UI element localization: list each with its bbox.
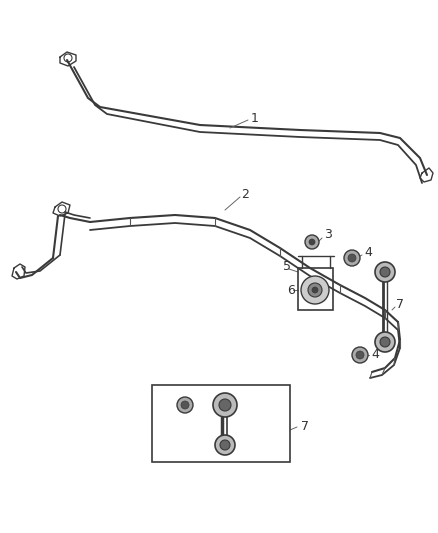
Text: 7: 7 bbox=[396, 298, 404, 311]
Circle shape bbox=[308, 283, 322, 297]
Text: 4: 4 bbox=[364, 246, 372, 260]
Bar bbox=[298, 268, 333, 310]
Circle shape bbox=[375, 332, 395, 352]
Circle shape bbox=[215, 435, 235, 455]
Text: 2: 2 bbox=[241, 189, 249, 201]
Circle shape bbox=[305, 235, 319, 249]
Circle shape bbox=[380, 337, 390, 347]
Circle shape bbox=[375, 262, 395, 282]
Circle shape bbox=[352, 347, 368, 363]
Text: 6: 6 bbox=[287, 284, 295, 296]
Bar bbox=[152, 385, 290, 462]
Text: 4: 4 bbox=[371, 349, 379, 361]
Text: 1: 1 bbox=[251, 111, 259, 125]
Circle shape bbox=[219, 399, 231, 411]
Text: 5: 5 bbox=[283, 261, 291, 273]
Circle shape bbox=[348, 254, 356, 262]
Circle shape bbox=[344, 250, 360, 266]
Text: 7: 7 bbox=[301, 421, 309, 433]
Circle shape bbox=[312, 287, 318, 293]
Circle shape bbox=[213, 393, 237, 417]
Circle shape bbox=[181, 401, 189, 409]
Circle shape bbox=[301, 276, 329, 304]
Circle shape bbox=[220, 440, 230, 450]
Text: 3: 3 bbox=[324, 229, 332, 241]
Circle shape bbox=[380, 267, 390, 277]
Circle shape bbox=[309, 239, 315, 245]
Circle shape bbox=[356, 351, 364, 359]
Circle shape bbox=[177, 397, 193, 413]
